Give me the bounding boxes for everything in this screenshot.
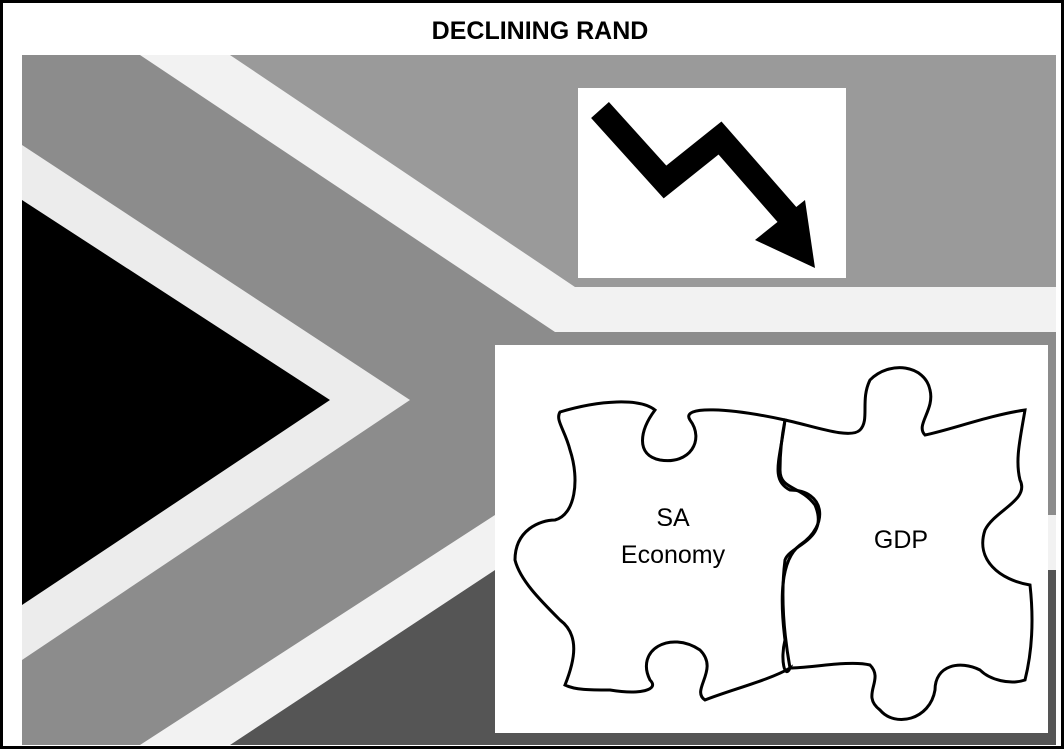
puzzle-box: [495, 345, 1048, 733]
puzzle-label: GDP: [874, 526, 928, 554]
puzzle-label: Economy: [621, 541, 726, 569]
title: DECLINING RAND: [432, 17, 649, 45]
illustration: DECLINING RAND SA Economy GDP: [0, 0, 1064, 749]
puzzle-label: SA: [656, 504, 690, 532]
